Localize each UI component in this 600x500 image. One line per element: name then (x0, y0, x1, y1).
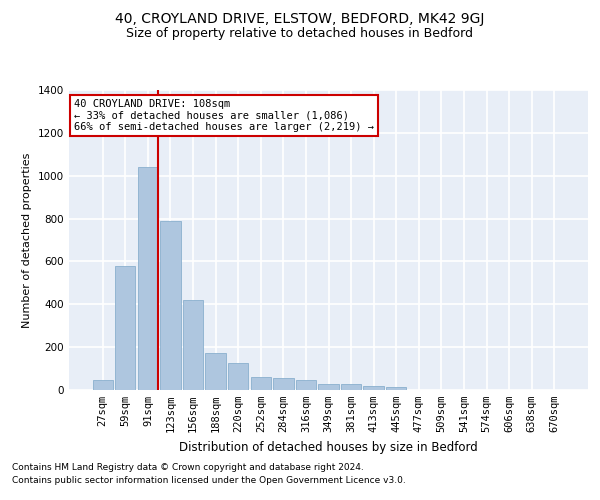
Bar (115, 266, 136, 390)
Text: Contains HM Land Registry data © Crown copyright and database right 2024.: Contains HM Land Registry data © Crown c… (12, 462, 364, 471)
Bar (92, 380, 113, 390)
X-axis label: Distribution of detached houses by size in Bedford: Distribution of detached houses by size … (179, 440, 478, 454)
Text: Contains public sector information licensed under the Open Government Licence v3: Contains public sector information licen… (12, 476, 406, 485)
Bar (160, 220, 181, 390)
Bar (364, 386, 384, 390)
Text: Size of property relative to detached houses in Bedford: Size of property relative to detached ho… (127, 28, 473, 40)
Bar (138, 167, 158, 390)
Bar (319, 384, 338, 390)
Text: 40, CROYLAND DRIVE, ELSTOW, BEDFORD, MK42 9GJ: 40, CROYLAND DRIVE, ELSTOW, BEDFORD, MK4… (115, 12, 485, 26)
Bar (183, 300, 203, 390)
Bar (251, 377, 271, 390)
Text: 40 CROYLAND DRIVE: 108sqm
← 33% of detached houses are smaller (1,086)
66% of se: 40 CROYLAND DRIVE: 108sqm ← 33% of detac… (74, 99, 374, 132)
Bar (205, 352, 226, 390)
Bar (273, 378, 293, 390)
Bar (296, 380, 316, 390)
Bar (341, 384, 361, 390)
Bar (386, 388, 406, 390)
Y-axis label: Number of detached properties: Number of detached properties (22, 152, 32, 328)
Bar (228, 362, 248, 390)
